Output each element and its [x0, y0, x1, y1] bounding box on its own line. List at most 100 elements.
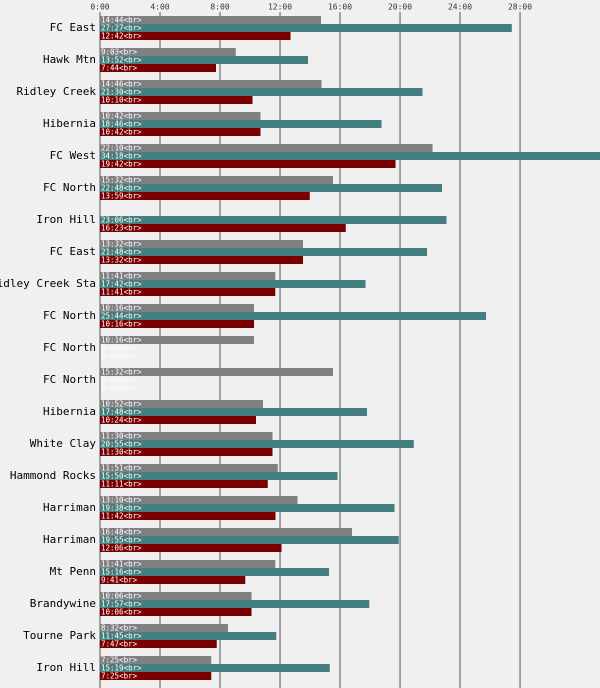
bar	[100, 568, 330, 576]
bar	[100, 96, 253, 104]
bar	[100, 504, 395, 512]
value-label: 11:41<br>	[101, 288, 142, 297]
value-label: 22:10<br>	[101, 144, 142, 153]
bar	[100, 440, 414, 448]
value-label: 9:41<br>	[101, 576, 138, 585]
category-label: Mt Penn	[50, 565, 96, 578]
bar	[100, 24, 512, 32]
value-label: 7:25<br>	[101, 656, 138, 665]
bar	[100, 408, 368, 416]
value-label: 13:59<br>	[101, 192, 142, 201]
bar	[100, 56, 309, 64]
value-label: 13:10<br>	[101, 496, 142, 505]
bar	[100, 480, 268, 488]
category-label: Hammond Rocks	[10, 469, 96, 482]
bar	[100, 152, 600, 160]
value-label: 0:00<br>	[101, 376, 138, 385]
category-label: Brandywine	[30, 597, 96, 610]
x-tick-label: 12:00	[268, 3, 292, 12]
bar	[100, 416, 257, 424]
category-label: FC West	[50, 149, 96, 162]
bar	[100, 576, 246, 584]
bar	[100, 176, 334, 184]
value-label: 11:45<br>	[101, 632, 142, 641]
category-label: FC East	[50, 21, 96, 34]
bar	[100, 304, 255, 312]
bar	[100, 448, 273, 456]
bar	[100, 560, 276, 568]
value-label: 10:06<br>	[101, 608, 142, 617]
category-label: Ridley Creek Sta	[0, 277, 96, 290]
value-label: 10:24<br>	[101, 416, 142, 425]
value-label: 11:30<br>	[101, 432, 142, 441]
value-label: 20:55<br>	[101, 440, 142, 449]
bar	[100, 656, 212, 664]
category-label: Ridley Creek	[17, 85, 97, 98]
category-label: FC North	[43, 341, 96, 354]
value-label: 7:47<br>	[101, 640, 138, 649]
bar	[100, 664, 330, 672]
x-tick-label: 0:00	[90, 3, 109, 12]
value-label: 11:11<br>	[101, 480, 142, 489]
bar	[100, 608, 252, 616]
bar	[100, 368, 334, 376]
bar	[100, 64, 217, 72]
category-label: Iron Hill	[36, 661, 96, 674]
x-tick-label: 24:00	[448, 3, 472, 12]
value-label: 16:23<br>	[101, 224, 142, 233]
value-label: 13:32<br>	[101, 240, 142, 249]
bar	[100, 272, 276, 280]
value-label: 0:00<br>	[101, 384, 138, 393]
bar	[100, 632, 277, 640]
category-label: FC East	[50, 245, 96, 258]
bar	[100, 600, 370, 608]
bar	[100, 32, 291, 40]
category-label: Hibernia	[43, 117, 96, 130]
value-label: 17:48<br>	[101, 408, 142, 417]
bar	[100, 144, 433, 152]
value-label: 19:55<br>	[101, 536, 142, 545]
bar	[100, 248, 428, 256]
bar	[100, 624, 229, 632]
x-tick-label: 8:00	[210, 3, 229, 12]
bar	[100, 88, 423, 96]
value-label: 15:19<br>	[101, 664, 142, 673]
bar	[100, 48, 236, 56]
category-label: FC North	[43, 309, 96, 322]
value-label: 15:16<br>	[101, 568, 142, 577]
category-label: FC North	[43, 373, 96, 386]
bar	[100, 184, 443, 192]
value-label: 25:44<br>	[101, 312, 142, 321]
bar	[100, 224, 346, 232]
value-label: 11:41<br>	[101, 272, 142, 281]
value-label: 12:06<br>	[101, 544, 142, 553]
bar	[100, 320, 255, 328]
x-tick-label: 20:00	[388, 3, 412, 12]
value-label: 10:42<br>	[101, 112, 142, 121]
value-label: 7:44<br>	[101, 64, 138, 73]
bar	[100, 464, 278, 472]
value-label: 27:27<br>	[101, 24, 142, 33]
value-label: 18:46<br>	[101, 120, 142, 129]
value-label: 10:10<br>	[101, 96, 142, 105]
category-label: Hawk Mtn	[43, 53, 96, 66]
bar	[100, 528, 353, 536]
value-label: 0:00<br>	[101, 352, 138, 361]
value-label: 17:57<br>	[101, 600, 142, 609]
category-label: Harriman	[43, 533, 96, 546]
bar	[100, 640, 217, 648]
value-label: 15:32<br>	[101, 176, 142, 185]
value-label: 10:16<br>	[101, 336, 142, 345]
value-label: 11:51<br>	[101, 464, 142, 473]
bar	[100, 312, 487, 320]
value-label: 11:42<br>	[101, 512, 142, 521]
bar	[100, 472, 338, 480]
value-label: 34:18<br>	[101, 152, 142, 161]
x-tick-label: 16:00	[328, 3, 352, 12]
value-label: 19:42<br>	[101, 160, 142, 169]
bar	[100, 280, 366, 288]
value-label: 16:48<br>	[101, 528, 142, 537]
category-label: Hibernia	[43, 405, 96, 418]
category-label: Harriman	[43, 501, 96, 514]
